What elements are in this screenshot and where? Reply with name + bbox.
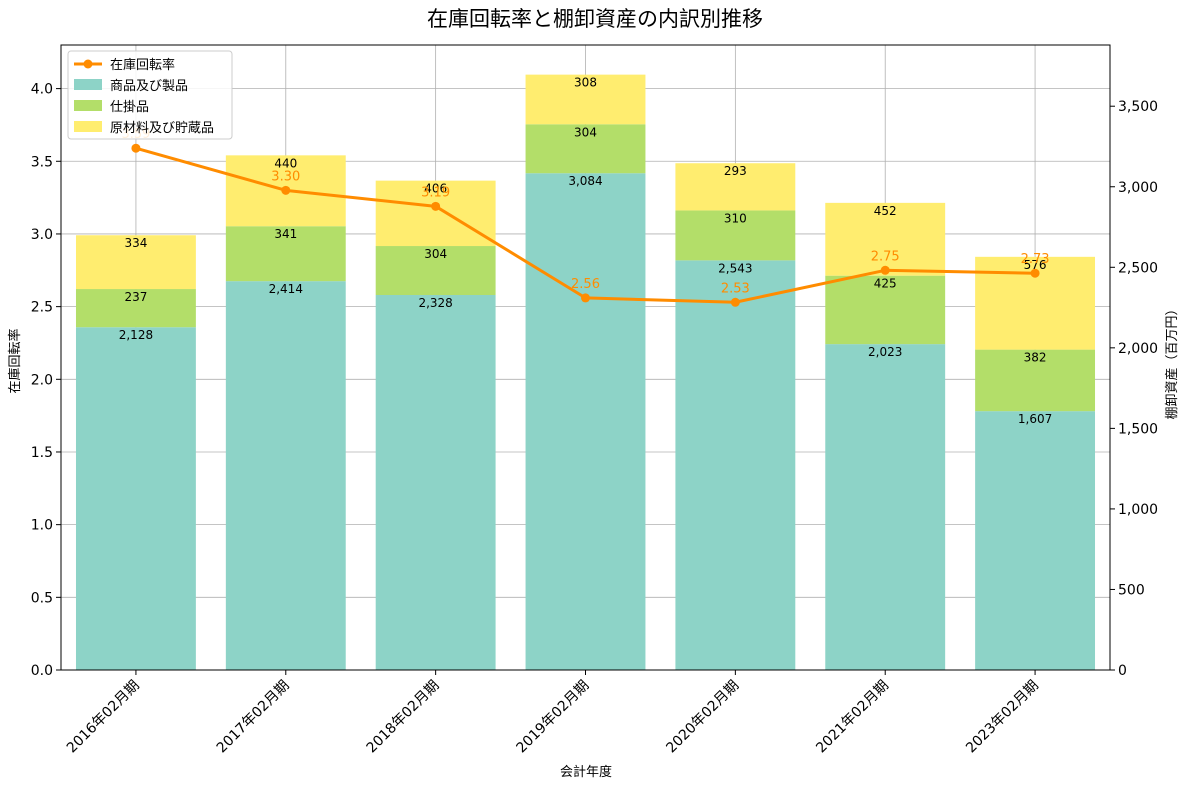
bar-value-label: 293 <box>724 164 747 178</box>
bar-value-label: 237 <box>124 290 147 304</box>
bar-labels-layer: 2,128 2,414 2,328 3,084 2,543 2,023 1,607 237 34… <box>119 76 1053 427</box>
bar-segment <box>75 289 196 328</box>
legend-swatch <box>74 121 102 132</box>
legend-label: 在庫回転率 <box>110 57 175 73</box>
legend-box <box>67 50 233 140</box>
bar-segment <box>825 202 946 276</box>
y-tick-label-right: 2,500 <box>1118 260 1158 276</box>
bar-value-label: 334 <box>124 236 147 250</box>
bar-segment <box>225 226 346 282</box>
turnover-point <box>131 143 141 153</box>
y-tick-label-left: 1.5 <box>31 445 53 461</box>
bar-value-label: 304 <box>424 247 447 261</box>
y-tick-label-left: 4.0 <box>31 82 53 98</box>
chart-title: 在庫回転率と棚卸資産の内訳別推移 <box>427 7 763 31</box>
turnover-value-label: 3.30 <box>271 169 300 184</box>
bar-value-label: 2,543 <box>718 261 752 275</box>
y-tick-label-right: 1,500 <box>1118 421 1158 437</box>
bar-value-label: 3,084 <box>568 174 602 188</box>
turnover-point <box>1030 268 1040 278</box>
bar-segment <box>675 163 796 211</box>
y-tick-label-right: 2,000 <box>1118 341 1158 357</box>
x-tick-label: 2018年02月期 <box>364 678 443 757</box>
legend-label: 原材料及び貯蔵品 <box>110 121 214 136</box>
turnover-point <box>581 293 590 303</box>
bar-value-label: 310 <box>724 211 747 225</box>
y-tick-label-right: 1,000 <box>1118 502 1158 518</box>
bar-value-label: 304 <box>574 125 597 139</box>
bar-segment <box>375 246 496 295</box>
bar-value-label: 341 <box>274 227 297 241</box>
turnover-point <box>880 265 890 275</box>
bar-segment <box>525 124 646 174</box>
bar-value-label: 406 <box>424 182 447 196</box>
bar-value-label: 2,128 <box>119 328 153 342</box>
bar-segment <box>375 180 496 247</box>
bar-value-label: 2,414 <box>269 282 303 296</box>
bar-segment <box>675 210 796 261</box>
bar-value-label: 576 <box>1024 258 1047 272</box>
turnover-value-label: 2.53 <box>721 281 750 296</box>
y-tick-label-right: 0 <box>1118 663 1127 679</box>
turnover-value-label: 2.75 <box>871 249 900 264</box>
x-tick-label: 2016年02月期 <box>64 678 143 757</box>
bar-segment <box>375 295 496 670</box>
bar-value-label: 1,607 <box>1018 412 1052 426</box>
x-axis-label: 会計年度 <box>560 764 612 780</box>
bar-segment <box>75 235 196 290</box>
x-tick-label: 2017年02月期 <box>214 678 293 757</box>
y-tick-label-left: 3.5 <box>31 154 53 170</box>
bar-value-label: 308 <box>574 76 597 90</box>
y-tick-label-left: 0.0 <box>31 663 53 679</box>
bar-segment <box>825 344 946 670</box>
bar-segment <box>525 74 646 125</box>
y-tick-label-left: 0.5 <box>31 590 53 606</box>
bar-value-label: 440 <box>274 156 297 170</box>
bar-segment <box>75 327 196 670</box>
bar-segment <box>825 275 946 345</box>
x-tick-label: 2023年02月期 <box>963 678 1042 757</box>
y-tick-label-left: 1.0 <box>31 518 53 534</box>
x-tick-label: 2021年02月期 <box>813 678 892 757</box>
bar-value-label: 452 <box>874 204 897 218</box>
bar-segment <box>975 349 1096 412</box>
y-tick-label-left: 2.0 <box>31 372 53 388</box>
turnover-value-label: 3.19 <box>421 185 450 200</box>
bar-segment <box>225 281 346 670</box>
bar-value-label: 2,023 <box>868 345 902 359</box>
bar-segment <box>525 173 646 670</box>
legend-swatch <box>74 79 102 90</box>
turnover-value-label: 2.73 <box>1021 252 1050 267</box>
turnover-point <box>730 297 740 307</box>
bar-value-label: 382 <box>1024 351 1047 365</box>
x-tick-label: 2020年02月期 <box>663 678 742 757</box>
x-tick-label: 2019年02月期 <box>514 678 593 757</box>
turnover-point <box>281 185 291 195</box>
legend-swatch <box>74 100 102 111</box>
legend-line-marker <box>83 59 93 69</box>
turnover-value-label: 2.56 <box>571 277 600 292</box>
bar-segment <box>975 411 1096 670</box>
bar-value-label: 2,328 <box>418 296 452 310</box>
bar-value-label: 425 <box>874 277 897 291</box>
y-tick-label-right: 3,500 <box>1118 99 1158 115</box>
y-tick-label-right: 500 <box>1118 582 1145 598</box>
y-axis-label-left: 在庫回転率 <box>7 328 23 393</box>
bar-segment <box>675 260 796 670</box>
bars-layer <box>75 74 1096 670</box>
y-tick-label-left: 2.5 <box>31 300 53 316</box>
y-tick-label-left: 3.0 <box>31 227 53 243</box>
turnover-point <box>431 201 441 211</box>
y-axis-label-right: 棚卸資産（百万円） <box>1164 302 1180 419</box>
y-tick-label-right: 3,000 <box>1118 180 1158 196</box>
legend-label: 仕掛品 <box>110 100 149 115</box>
legend-label: 商品及び製品 <box>110 79 188 94</box>
